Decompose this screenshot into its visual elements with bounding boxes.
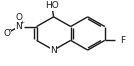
Text: F: F [121,36,126,45]
Text: O: O [15,13,22,22]
Text: N: N [16,22,22,31]
Text: N: N [50,46,57,55]
Text: HO: HO [46,1,59,10]
Text: O: O [3,29,10,38]
Text: -: - [8,25,11,34]
Text: +: + [19,20,25,25]
